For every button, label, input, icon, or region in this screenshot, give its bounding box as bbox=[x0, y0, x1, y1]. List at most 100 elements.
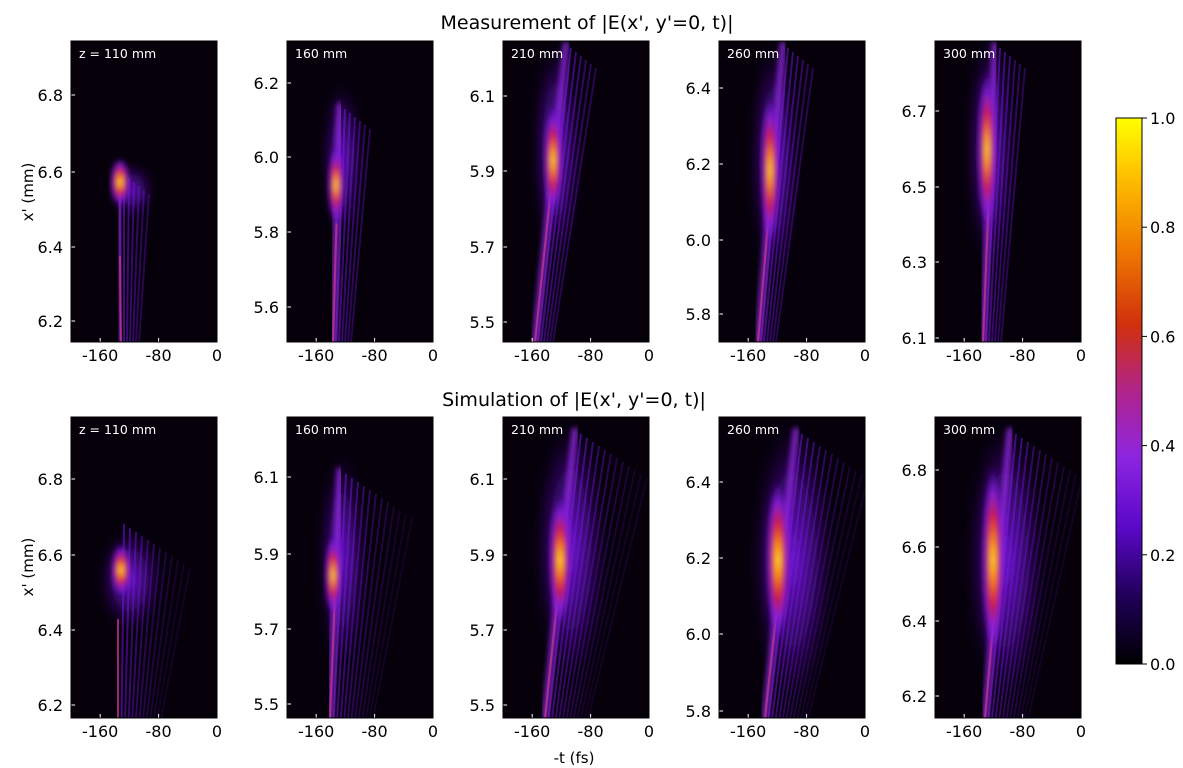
heatmap-image bbox=[324, 80, 371, 342]
y-tick-label: 5.7 bbox=[470, 238, 495, 257]
x-tick-label: 0 bbox=[428, 722, 438, 741]
x-tick-label: -80 bbox=[146, 722, 172, 741]
x-tick-label: 0 bbox=[212, 722, 222, 741]
x-tick-label: -80 bbox=[578, 722, 604, 741]
y-tick-label: 5.8 bbox=[686, 305, 711, 324]
colorbar-gradient bbox=[1115, 117, 1143, 665]
panel-simulation-4: 260 mm -160 -80 0 5.8 6.0 6.2 6.4 bbox=[686, 416, 870, 741]
x-tick-label: 0 bbox=[428, 346, 438, 365]
panel-frame bbox=[718, 40, 866, 343]
colorbar-tick-label: 0.2 bbox=[1150, 546, 1175, 565]
panel-simulation-5: 300 mm -160 -80 0 6.2 6.4 6.6 6.8 bbox=[902, 416, 1086, 741]
heatmap-image bbox=[532, 41, 597, 342]
panel-frame bbox=[70, 416, 218, 719]
panel-frame bbox=[502, 416, 650, 719]
y-tick-label: 6.4 bbox=[38, 238, 63, 257]
y-axis-label-simulation: x' (mm) bbox=[19, 538, 37, 597]
panel-label: z = 110 mm bbox=[79, 46, 156, 61]
colorbar-tick-label: 0.8 bbox=[1150, 218, 1175, 237]
colorbar-tick-label: 0.0 bbox=[1150, 655, 1175, 674]
y-tick-label: 6.1 bbox=[470, 470, 495, 489]
x-tick-label: -160 bbox=[946, 346, 982, 365]
panel-label: 210 mm bbox=[511, 46, 563, 61]
x-tick-label: 0 bbox=[644, 722, 654, 741]
x-tick-label: -160 bbox=[730, 346, 766, 365]
x-tick-label: -160 bbox=[946, 722, 982, 741]
heatmap-image bbox=[320, 450, 413, 718]
x-axis-label: -t (fs) bbox=[554, 749, 595, 767]
heatmap-image bbox=[752, 420, 865, 718]
y-tick-label: 6.2 bbox=[902, 687, 927, 706]
y-tick-label: 5.5 bbox=[470, 313, 495, 332]
panel-measurement-1: z = 110 mm -160 -80 0 6.2 6.4 6.6 6.8 bbox=[38, 40, 222, 365]
y-tick-label: 6.2 bbox=[38, 312, 63, 331]
y-tick-label: 6.6 bbox=[38, 546, 63, 565]
y-tick-label: 6.3 bbox=[902, 253, 927, 272]
y-tick-label: 6.0 bbox=[254, 148, 279, 167]
panel-label: 260 mm bbox=[727, 46, 779, 61]
panel-frame bbox=[718, 416, 866, 719]
y-tick-label: 6.6 bbox=[38, 163, 63, 182]
panel-label: 300 mm bbox=[943, 46, 995, 61]
y-tick-label: 5.8 bbox=[686, 702, 711, 721]
x-tick-label: -160 bbox=[514, 346, 550, 365]
heatmap-image bbox=[100, 517, 191, 718]
y-axis-label-measurement: x' (mm) bbox=[19, 163, 37, 222]
x-tick-label: -80 bbox=[794, 722, 820, 741]
heatmap-image bbox=[536, 420, 648, 718]
panel-label: 160 mm bbox=[295, 422, 347, 437]
heatmap-image bbox=[967, 420, 1081, 718]
colorbar: 0.0 0.2 0.4 0.6 0.8 1.0 bbox=[1115, 109, 1175, 674]
panel-measurement-5: 300 mm -160 -80 0 6.1 6.3 6.5 6.7 bbox=[902, 40, 1086, 365]
x-tick-label: -80 bbox=[1010, 346, 1036, 365]
y-tick-label: 6.1 bbox=[254, 468, 279, 487]
x-tick-label: 0 bbox=[1076, 346, 1086, 365]
y-tick-label: 6.2 bbox=[254, 74, 279, 93]
y-tick-label: 6.2 bbox=[686, 549, 711, 568]
y-tick-label: 6.4 bbox=[902, 612, 927, 631]
panel-label: z = 110 mm bbox=[79, 422, 156, 437]
y-tick-label: 5.8 bbox=[254, 223, 279, 242]
y-tick-label: 5.5 bbox=[254, 695, 279, 714]
x-tick-label: -160 bbox=[298, 346, 334, 365]
y-tick-label: 6.2 bbox=[686, 155, 711, 174]
panel-measurement-4: 260 mm -160 -80 0 5.8 6.0 6.2 6.4 bbox=[686, 40, 870, 365]
y-tick-label: 6.6 bbox=[902, 538, 927, 557]
x-tick-label: -160 bbox=[82, 722, 118, 741]
y-tick-label: 6.1 bbox=[902, 329, 927, 348]
row-title-measurement: Measurement of |E(x', y'=0, t)| bbox=[440, 12, 733, 34]
x-tick-label: -160 bbox=[82, 346, 118, 365]
panel-frame bbox=[70, 40, 218, 343]
panel-measurement-3: 210 mm -160 -80 0 5.5 5.7 5.9 6.1 bbox=[470, 40, 654, 365]
y-tick-label: 5.6 bbox=[254, 298, 279, 317]
x-tick-label: -80 bbox=[362, 346, 388, 365]
y-tick-label: 6.8 bbox=[38, 470, 63, 489]
y-tick-label: 6.8 bbox=[38, 86, 63, 105]
panel-simulation-2: 160 mm -160 -80 0 5.5 5.7 5.9 6.1 bbox=[254, 416, 438, 741]
heatmap-image bbox=[110, 158, 152, 342]
panel-simulation-1: z = 110 mm -160 -80 0 6.2 6.4 6.6 6.8 bbox=[38, 416, 222, 741]
x-tick-label: -80 bbox=[1010, 722, 1036, 741]
row-title-simulation: Simulation of |E(x', y'=0, t)| bbox=[442, 389, 706, 411]
panel-label: 160 mm bbox=[295, 46, 347, 61]
colorbar-tick-label: 0.6 bbox=[1150, 327, 1175, 346]
x-tick-label: 0 bbox=[212, 346, 222, 365]
x-tick-label: 0 bbox=[644, 346, 654, 365]
x-tick-label: -160 bbox=[514, 722, 550, 741]
panel-label: 260 mm bbox=[727, 422, 779, 437]
panel-frame bbox=[286, 416, 434, 719]
y-tick-label: 6.5 bbox=[902, 178, 927, 197]
x-tick-label: -80 bbox=[146, 346, 172, 365]
y-tick-label: 6.4 bbox=[686, 473, 711, 492]
panel-measurement-2: 160 mm -160 -80 0 5.6 5.8 6.0 6.2 bbox=[254, 40, 438, 365]
panel-frame bbox=[934, 416, 1082, 719]
y-tick-label: 5.7 bbox=[254, 620, 279, 639]
x-tick-label: -80 bbox=[362, 722, 388, 741]
y-tick-label: 6.4 bbox=[686, 79, 711, 98]
panel-frame bbox=[934, 40, 1082, 343]
x-tick-label: -80 bbox=[578, 346, 604, 365]
x-tick-label: 0 bbox=[1076, 722, 1086, 741]
y-tick-label: 6.1 bbox=[470, 87, 495, 106]
y-tick-label: 6.7 bbox=[902, 102, 927, 121]
